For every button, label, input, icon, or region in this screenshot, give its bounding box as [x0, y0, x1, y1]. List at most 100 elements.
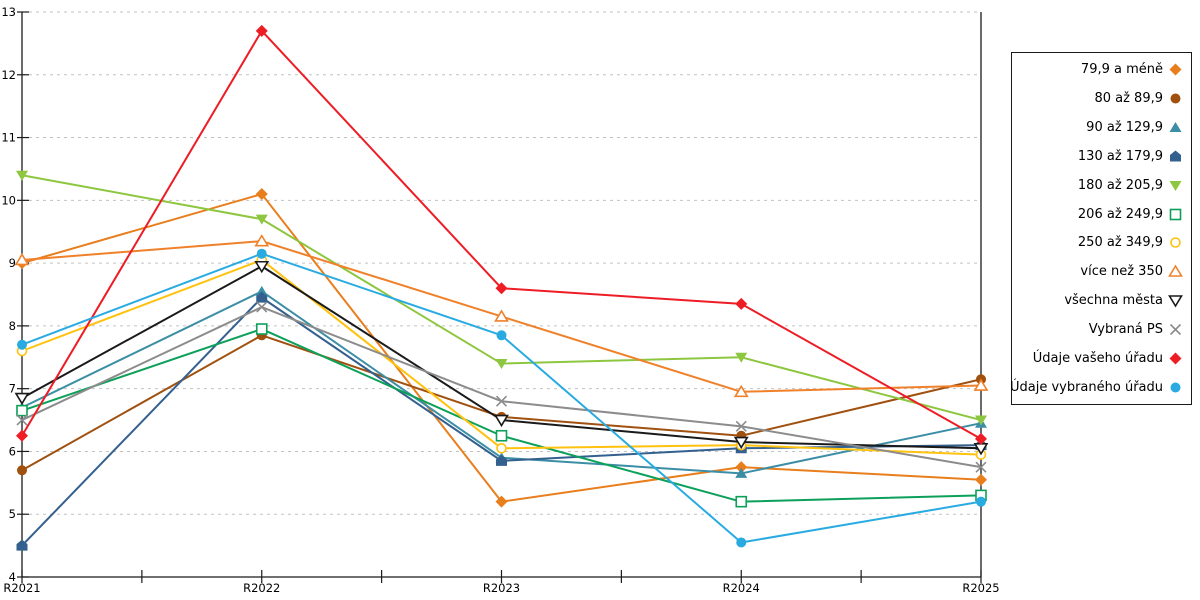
data-point-marker: [494, 309, 509, 322]
legend-label: Údaje vybraného úřadu: [1009, 380, 1163, 396]
legend-item-130-až-179-9: 130 až 179,9: [1014, 142, 1183, 171]
data-point-marker: [1169, 63, 1182, 76]
data-point-marker: [16, 414, 28, 426]
data-point-marker: [16, 170, 28, 181]
x-marker-icon: [1169, 324, 1182, 336]
data-point-marker: [1170, 382, 1181, 393]
data-point-marker: [733, 384, 749, 398]
data-point-marker: [17, 465, 27, 476]
legend-item-údaje-vybraného-úřadu: Údaje vybraného úřadu: [1010, 373, 1183, 402]
series-údaje-vybraného-úřadu: [17, 248, 986, 548]
data-point-marker: [495, 429, 508, 442]
series-line: [21, 174, 982, 422]
data-point-marker: [254, 234, 270, 247]
data-point-marker: [14, 252, 30, 266]
y-tick-label: 8: [9, 319, 16, 333]
data-point-marker: [735, 461, 748, 474]
legend-label: 80 až 89,9: [1094, 90, 1163, 106]
x-tick-label: R2021: [3, 581, 40, 595]
series-vybraná-ps: [16, 301, 987, 473]
data-point-marker: [496, 330, 507, 341]
y-tick-label: 6: [9, 444, 16, 458]
data-point-marker: [735, 352, 748, 363]
legend-item-údaje-vašeho-úřadu: Údaje vašeho úřadu: [1014, 344, 1183, 373]
data-point-marker: [495, 495, 508, 508]
x-tick-label: R2024: [723, 581, 760, 595]
data-point-marker: [1168, 295, 1183, 308]
triangle-down-marker-icon: [1169, 180, 1182, 191]
data-point-marker: [1168, 264, 1183, 278]
data-point-marker: [495, 395, 508, 407]
data-point-marker: [975, 461, 987, 473]
y-tick-label: 7: [9, 382, 16, 396]
legend-item-206-až-249-9: 206 až 249,9: [1014, 200, 1183, 229]
diamond-marker-icon: [1169, 352, 1182, 365]
legend-item-více-než-350: více než 350: [1014, 257, 1183, 286]
data-point-marker: [254, 260, 270, 274]
y-tick-label: 9: [9, 256, 16, 270]
legend-label: 250 až 349,9: [1077, 235, 1163, 251]
legend-label: 180 až 205,9: [1077, 177, 1163, 193]
data-point-marker: [1170, 150, 1181, 162]
data-point-marker: [1170, 93, 1181, 104]
triangle-down-marker-icon: [1168, 295, 1183, 308]
data-point-marker: [976, 496, 986, 507]
y-tick-label: 5: [9, 507, 16, 521]
data-point-marker: [494, 414, 509, 428]
triangle-up-marker-icon: [1168, 264, 1183, 278]
diamond-marker-icon: [1169, 63, 1182, 76]
series-79-9-a-méně: [16, 188, 987, 508]
circle-marker-icon: [1170, 93, 1181, 104]
data-point-marker: [1169, 208, 1182, 220]
data-point-marker: [973, 378, 989, 391]
circle-marker-icon: [1170, 382, 1181, 393]
legend-label: všechna města: [1064, 293, 1163, 309]
legend-label: Vybraná PS: [1088, 322, 1163, 338]
data-point-marker: [16, 539, 28, 551]
series-všechna-města: [14, 260, 989, 456]
data-point-marker: [495, 359, 508, 370]
data-point-marker: [255, 188, 268, 201]
legend-label: Údaje vašeho úřadu: [1032, 351, 1163, 367]
data-point-marker: [256, 248, 267, 259]
data-point-marker: [735, 297, 748, 310]
data-point-marker: [735, 420, 747, 432]
data-point-marker: [496, 454, 507, 466]
data-point-marker: [255, 214, 268, 225]
legend-item-vybraná-ps: Vybraná PS: [1014, 315, 1183, 344]
data-point-marker: [495, 282, 508, 295]
data-point-marker: [1169, 352, 1182, 365]
legend-label: 90 až 129,9: [1086, 119, 1163, 135]
legend-label: více než 350: [1080, 264, 1163, 280]
data-point-marker: [735, 467, 748, 478]
y-tick-label: 12: [1, 68, 16, 82]
data-point-marker: [736, 537, 747, 548]
data-point-marker: [1169, 180, 1182, 191]
data-point-marker: [1169, 121, 1182, 132]
legend-label: 130 až 179,9: [1077, 148, 1163, 164]
x-tick-label: R2022: [243, 581, 280, 595]
pentagon-marker-icon: [1170, 150, 1181, 162]
data-point-marker: [735, 495, 748, 508]
data-point-marker: [1170, 237, 1181, 249]
data-point-marker: [14, 392, 30, 406]
y-tick-label: 4: [9, 570, 16, 584]
circle-marker-icon: [1170, 237, 1181, 249]
data-point-marker: [17, 339, 27, 350]
triangle-up-marker-icon: [1169, 121, 1182, 132]
square-marker-icon: [1169, 208, 1182, 220]
legend-item-250-až-349-9: 250 až 349,9: [1014, 229, 1183, 258]
legend-item-79-9-a-méně: 79,9 a méně: [1014, 55, 1183, 84]
x-tick-label: R2023: [483, 581, 520, 595]
x-tick-label: R2025: [962, 581, 999, 595]
line-chart: 4 5 6 7 8 9 10 11 12 13 R2021 R2022 R2023 R2024 R2025: [1, 5, 999, 595]
legend-item-90-až-129-9: 90 až 129,9: [1014, 113, 1183, 142]
y-tick-label: 10: [1, 193, 16, 207]
data-point-marker: [256, 291, 268, 303]
data-point-marker: [496, 443, 507, 454]
series-250-až-349-9: [16, 254, 987, 460]
legend: 79,9 a méně 80 až 89,9 90 až 129,9 130 až 1…: [1010, 52, 1192, 405]
data-point-marker: [975, 432, 987, 445]
series-údaje-vašeho-úřadu: [16, 24, 987, 445]
legend-item-všechna-města: všechna města: [1014, 286, 1183, 315]
